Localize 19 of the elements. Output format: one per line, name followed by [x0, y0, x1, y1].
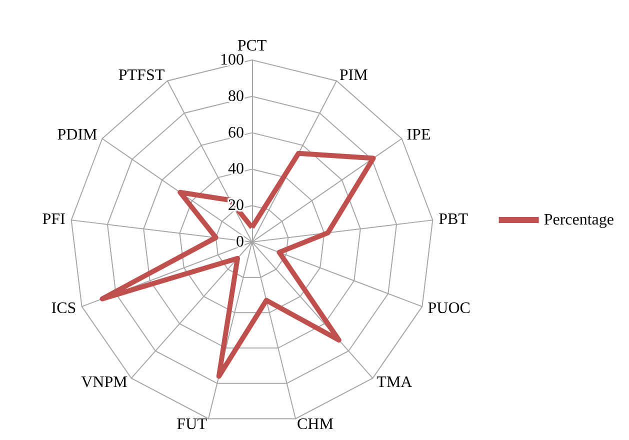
spoke-label: IPE	[406, 126, 431, 144]
y-tick-label: 0	[236, 234, 244, 250]
spoke-label: PDIM	[57, 126, 98, 144]
y-tick-label: 60	[228, 124, 244, 142]
spoke-label: PTFST	[118, 67, 165, 84]
y-tick-label: 80	[228, 88, 244, 105]
spoke-label: VNPM	[81, 374, 128, 392]
spoke-label: PUOC	[428, 300, 470, 318]
spoke-label: FUT	[176, 416, 208, 434]
spoke-label: TMA	[376, 374, 413, 392]
spoke-label: PFI	[42, 210, 66, 228]
y-tick-label: 40	[228, 160, 244, 178]
spoke-label: ICS	[51, 300, 76, 318]
spoke-label: CHM	[296, 416, 334, 434]
spoke-label: PCT	[237, 38, 267, 54]
spoke-label: PIM	[339, 67, 368, 84]
legend-label: Percentage	[544, 212, 614, 228]
y-tick-label: 100	[220, 52, 244, 68]
spoke-label: PBT	[438, 210, 468, 228]
